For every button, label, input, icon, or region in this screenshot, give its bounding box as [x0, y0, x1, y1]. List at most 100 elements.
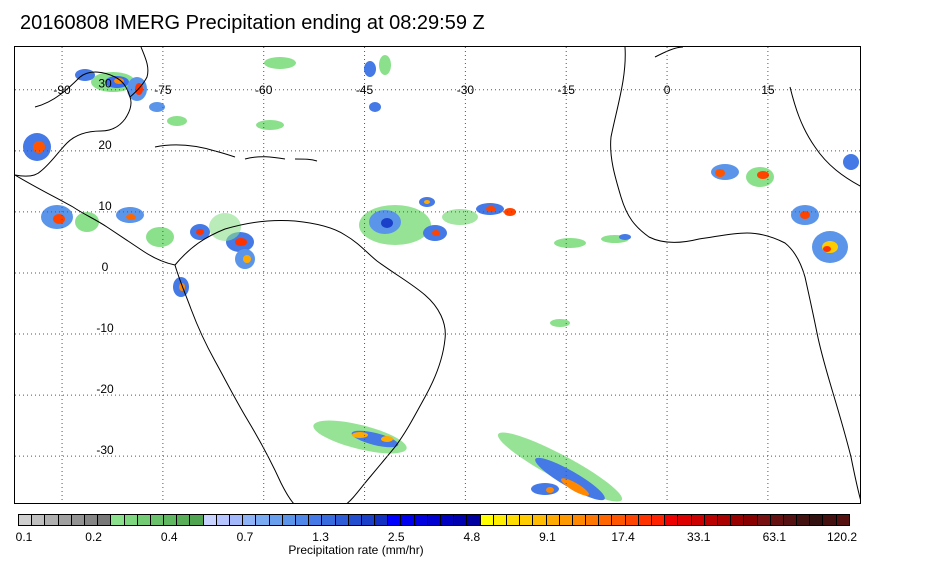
colorbar-swatch [84, 515, 99, 525]
colorbar-tick-label: 9.1 [539, 530, 556, 544]
colorbar-swatch [295, 515, 310, 525]
colorbar-swatch [414, 515, 428, 525]
map-canvas: -90 -75 -60 -45 -30 -15 0 15 30 20 10 0 -10 -20 -30 [15, 47, 860, 503]
colorbar-swatch [612, 515, 626, 525]
latitude-label: -30 [96, 443, 114, 457]
longitude-label: -60 [255, 83, 273, 97]
colorbar-title-text: Precipitation rate (mm/hr) [288, 543, 424, 557]
colorbar-swatch [230, 515, 244, 525]
colorbar-swatch [783, 515, 798, 525]
colorbar-swatch [32, 515, 46, 525]
colorbar-swatch [665, 515, 679, 525]
colorbar-swatch [506, 515, 521, 525]
colorbar-swatch [243, 515, 257, 525]
colorbar-swatch [256, 515, 270, 525]
colorbar-swatch [533, 515, 547, 525]
colorbar-swatch [731, 515, 745, 525]
colorbar-swatch [282, 515, 296, 525]
latitude-label: 20 [98, 138, 112, 152]
colorbar-swatch [375, 515, 389, 525]
longitude-label: -90 [53, 83, 71, 97]
colorbar-swatch [467, 515, 481, 525]
colorbar-swatch [836, 515, 849, 525]
colorbar-swatch [652, 515, 666, 525]
colorbar-swatch [203, 515, 217, 525]
map-gridlines [15, 47, 860, 503]
longitude-label: -75 [154, 83, 172, 97]
colorbar-swatch [586, 515, 600, 525]
colorbar-swatch [98, 515, 112, 525]
colorbar-swatch [691, 515, 705, 525]
longitude-label: -30 [457, 83, 475, 97]
colorbar-tick-label: 0.1 [15, 530, 33, 544]
longitude-label: 15 [761, 83, 775, 97]
coastlines [15, 47, 860, 503]
colorbar-tick-label: 0.2 [85, 530, 102, 544]
colorbar-swatch [388, 515, 402, 525]
colorbar-swatch [638, 515, 652, 525]
colorbar-swatch [137, 515, 151, 525]
colorbar-swatch [441, 515, 455, 525]
colorbar-swatch [625, 515, 639, 525]
colorbar-swatch [823, 515, 837, 525]
colorbar-tick-label: 120.2 [826, 530, 858, 544]
colorbar-swatch [45, 515, 59, 525]
colorbar-swatch [797, 515, 811, 525]
colorbar-swatch [493, 515, 507, 525]
latitude-label: 30 [98, 77, 112, 91]
colorbar-swatch [744, 515, 758, 525]
colorbar-swatch [269, 515, 283, 525]
colorbar-swatch [58, 515, 72, 525]
colorbar-swatch [19, 515, 33, 525]
colorbar-swatch [810, 515, 824, 525]
colorbar-swatch [770, 515, 784, 525]
latitude-label: 0 [102, 260, 109, 274]
colorbar-swatch [348, 515, 362, 525]
colorbar-swatch [190, 515, 204, 525]
colorbar-tick-label: 0.7 [236, 530, 254, 544]
colorbar-tick-label: 2.5 [387, 530, 405, 544]
colorbar-tick-label: 33.1 [687, 530, 711, 544]
colorbar-swatch [757, 515, 771, 525]
precipitation-field [23, 55, 859, 502]
colorbar-swatch [150, 515, 165, 525]
colorbar-tick-label: 63.1 [762, 530, 787, 544]
latitude-label: -20 [96, 382, 114, 396]
colorbar-swatch [454, 515, 468, 525]
latitude-label: 10 [98, 199, 112, 213]
colorbar-swatch [520, 515, 534, 525]
colorbar-swatch [177, 515, 191, 525]
precipitation-map: -90 -75 -60 -45 -30 -15 0 15 30 20 10 0 -10 -20 -30 [14, 46, 861, 504]
colorbar-tick-label: 0.4 [160, 530, 178, 544]
precipitation-colorbar [18, 514, 850, 526]
colorbar-swatch [322, 515, 336, 525]
colorbar-swatch [361, 515, 376, 525]
colorbar-swatch [124, 515, 138, 525]
colorbar-swatch [546, 515, 560, 525]
colorbar-swatch [111, 515, 125, 525]
colorbar-title: Precipitation rate (mm/hr) [0, 543, 944, 557]
colorbar-tick-label: 17.4 [611, 530, 635, 544]
latitude-labels: 30 20 10 0 -10 -20 -30 [96, 77, 114, 457]
colorbar-swatch [427, 515, 441, 525]
colorbar-swatch [559, 515, 573, 525]
longitude-label: 0 [664, 83, 671, 97]
longitude-label: -45 [356, 83, 374, 97]
colorbar-swatch [71, 515, 85, 525]
colorbar-swatch [572, 515, 587, 525]
colorbar-tick-labels: 0.1 0.2 0.4 0.7 1.3 2.5 4.8 9.1 17.4 33.1 63.1 120.… [0, 530, 944, 544]
colorbar-swatch [335, 515, 349, 525]
colorbar-swatch [401, 515, 415, 525]
latitude-label: -10 [96, 321, 114, 335]
colorbar-swatch [704, 515, 718, 525]
colorbar-swatch [717, 515, 732, 525]
colorbar-swatch [164, 515, 178, 525]
colorbar-swatch [678, 515, 692, 525]
longitude-label: -15 [558, 83, 576, 97]
colorbar-tick-label: 1.3 [312, 530, 329, 544]
map-title: 20160808 IMERG Precipitation ending at 0… [20, 12, 485, 34]
colorbar-swatch [216, 515, 230, 525]
colorbar-swatch [309, 515, 323, 525]
colorbar-swatch [480, 515, 494, 525]
colorbar-swatch [599, 515, 613, 525]
